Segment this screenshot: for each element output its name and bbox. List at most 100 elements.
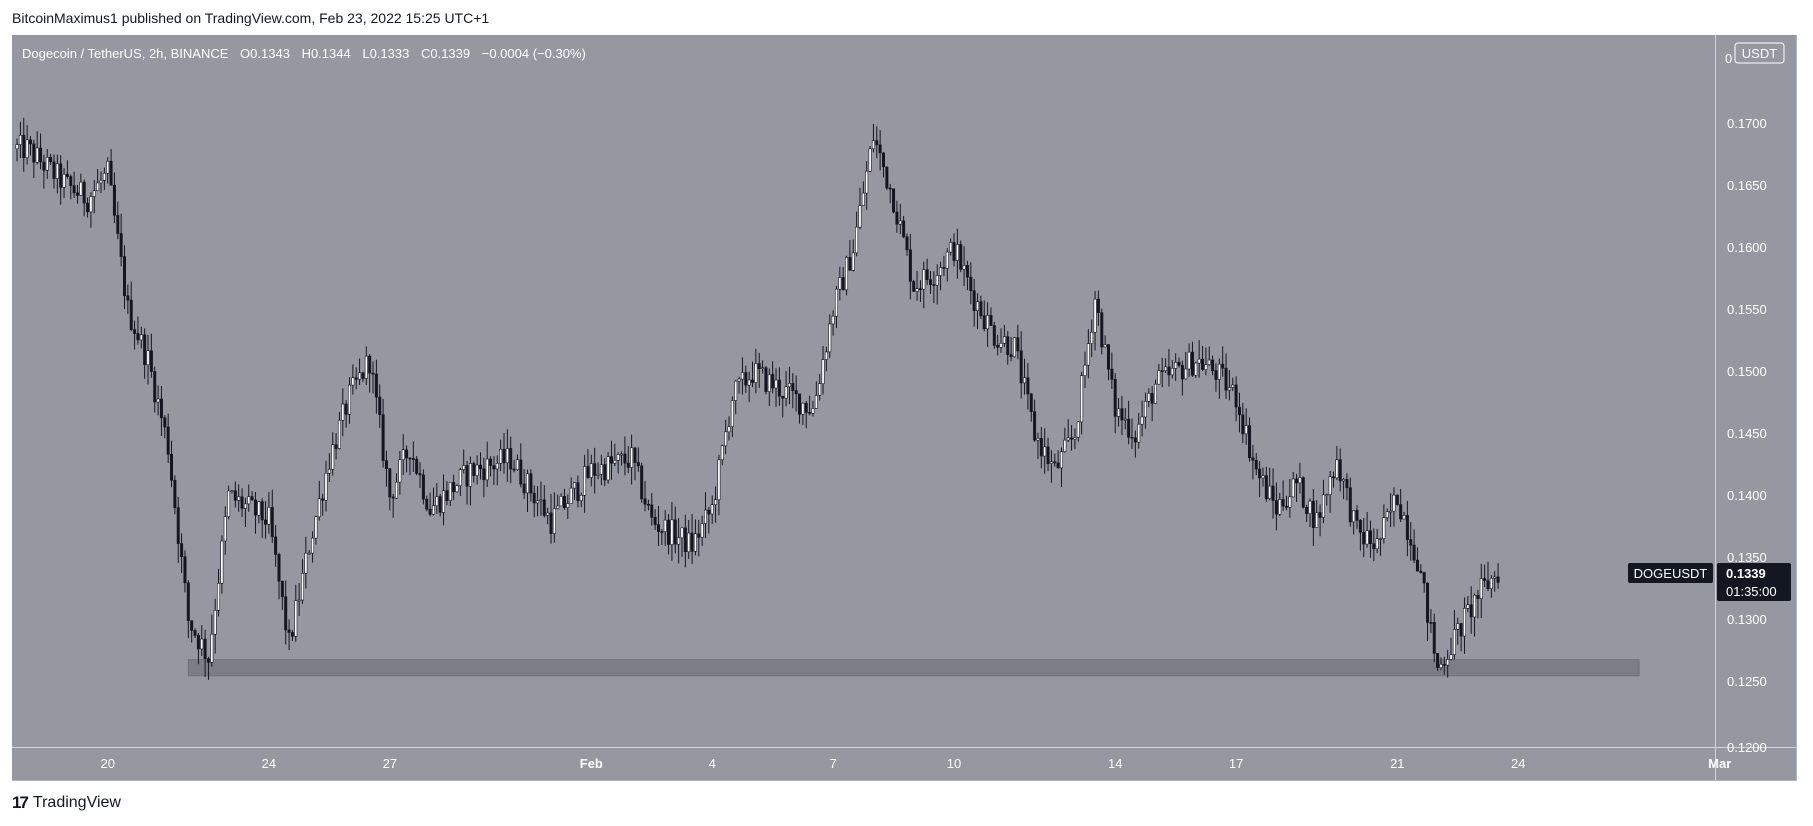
- candle-body[interactable]: [539, 499, 543, 502]
- candle-body[interactable]: [1127, 418, 1131, 438]
- candle-body[interactable]: [284, 596, 288, 631]
- candle-body[interactable]: [505, 448, 509, 464]
- candle-body[interactable]: [962, 265, 966, 270]
- candle-body[interactable]: [1456, 623, 1460, 630]
- candle-body[interactable]: [1382, 517, 1386, 539]
- candle-body[interactable]: [969, 276, 973, 291]
- candle-body[interactable]: [1429, 622, 1433, 624]
- candle-body[interactable]: [1368, 530, 1372, 544]
- candle-body[interactable]: [220, 540, 224, 584]
- candle-body[interactable]: [633, 447, 637, 463]
- candle-body[interactable]: [247, 496, 251, 505]
- candle-body[interactable]: [371, 372, 375, 375]
- candle-body[interactable]: [106, 160, 110, 174]
- candle-body[interactable]: [1325, 494, 1329, 496]
- candle-body[interactable]: [1251, 457, 1255, 461]
- candle-body[interactable]: [898, 220, 902, 225]
- candle-body[interactable]: [176, 507, 180, 544]
- candle-body[interactable]: [949, 242, 953, 253]
- candle-body[interactable]: [1123, 418, 1127, 421]
- candle-body[interactable]: [821, 359, 825, 384]
- candle-body[interactable]: [616, 454, 620, 461]
- candle-body[interactable]: [18, 134, 22, 145]
- candle-body[interactable]: [932, 284, 936, 286]
- candle-body[interactable]: [1244, 425, 1248, 435]
- time-axis-area[interactable]: [12, 748, 1715, 780]
- candle-body[interactable]: [536, 500, 540, 504]
- candle-body[interactable]: [640, 465, 644, 500]
- candle-body[interactable]: [918, 288, 922, 290]
- candle-body[interactable]: [206, 658, 210, 663]
- candle-body[interactable]: [364, 355, 368, 379]
- candle-body[interactable]: [1177, 361, 1181, 366]
- candle-body[interactable]: [126, 295, 130, 301]
- candle-body[interactable]: [257, 501, 261, 516]
- candle-body[interactable]: [223, 516, 227, 542]
- candle-body[interactable]: [905, 236, 909, 251]
- candle-body[interactable]: [603, 464, 607, 481]
- candle-body[interactable]: [1352, 510, 1356, 523]
- candle-body[interactable]: [730, 400, 734, 427]
- candle-body[interactable]: [1291, 478, 1295, 498]
- candle-body[interactable]: [1023, 377, 1027, 384]
- candle-body[interactable]: [183, 556, 187, 584]
- candle-body[interactable]: [1133, 437, 1137, 443]
- candle-body[interactable]: [569, 487, 573, 504]
- candle-body[interactable]: [1083, 364, 1087, 376]
- candle-body[interactable]: [784, 386, 788, 399]
- candle-body[interactable]: [1170, 368, 1174, 376]
- candle-body[interactable]: [781, 395, 785, 399]
- candle-body[interactable]: [798, 393, 802, 415]
- candle-body[interactable]: [358, 372, 362, 380]
- candle-body[interactable]: [945, 251, 949, 269]
- symbol-legend[interactable]: Dogecoin / TetherUS, 2h, BINANCE O0.1343…: [22, 46, 586, 61]
- last-price-tag[interactable]: DOGEUSDT 0.1339 01:35:00: [1628, 563, 1791, 601]
- candle-body[interactable]: [1190, 351, 1194, 376]
- candle-body[interactable]: [462, 465, 466, 470]
- candle-body[interactable]: [992, 325, 996, 346]
- candle-body[interactable]: [1160, 370, 1164, 372]
- candle-body[interactable]: [740, 372, 744, 380]
- candle-body[interactable]: [929, 279, 933, 285]
- candle-body[interactable]: [1184, 368, 1188, 380]
- candle-body[interactable]: [1137, 423, 1141, 443]
- candle-body[interactable]: [828, 323, 832, 353]
- candle-body[interactable]: [475, 464, 479, 476]
- candle-body[interactable]: [764, 367, 768, 392]
- candle-body[interactable]: [908, 249, 912, 282]
- candle-body[interactable]: [650, 504, 654, 518]
- candle-body[interactable]: [227, 490, 231, 517]
- candle-body[interactable]: [425, 498, 429, 510]
- candle-body[interactable]: [45, 156, 49, 171]
- candle-body[interactable]: [609, 456, 613, 464]
- candle-body[interactable]: [39, 147, 43, 163]
- candle-body[interactable]: [1093, 298, 1097, 333]
- candle-body[interactable]: [1103, 344, 1107, 348]
- candle-body[interactable]: [1174, 361, 1178, 369]
- candle-body[interactable]: [868, 148, 872, 172]
- candle-body[interactable]: [388, 468, 392, 498]
- price-axis-area[interactable]: [1716, 35, 1796, 746]
- candle-body[interactable]: [673, 519, 677, 545]
- candle-body[interactable]: [133, 329, 137, 334]
- candle-body[interactable]: [912, 281, 916, 292]
- candle-body[interactable]: [573, 482, 577, 489]
- candle-body[interactable]: [25, 139, 29, 159]
- candle-body[interactable]: [415, 458, 419, 474]
- candle-body[interactable]: [492, 465, 496, 470]
- candle-body[interactable]: [1056, 462, 1060, 469]
- candle-body[interactable]: [280, 580, 284, 598]
- candle-body[interactable]: [838, 277, 842, 290]
- candle-body[interactable]: [566, 503, 570, 508]
- candle-body[interactable]: [1164, 366, 1168, 372]
- candle-body[interactable]: [1009, 354, 1013, 358]
- candle-body[interactable]: [1405, 515, 1409, 540]
- candle-body[interactable]: [1355, 510, 1359, 521]
- candle-body[interactable]: [680, 527, 684, 539]
- candle-body[interactable]: [123, 256, 127, 297]
- candle-body[interactable]: [714, 499, 718, 505]
- candle-body[interactable]: [1338, 459, 1342, 482]
- candle-body[interactable]: [250, 496, 254, 501]
- candle-body[interactable]: [576, 482, 580, 501]
- candle-body[interactable]: [28, 139, 32, 145]
